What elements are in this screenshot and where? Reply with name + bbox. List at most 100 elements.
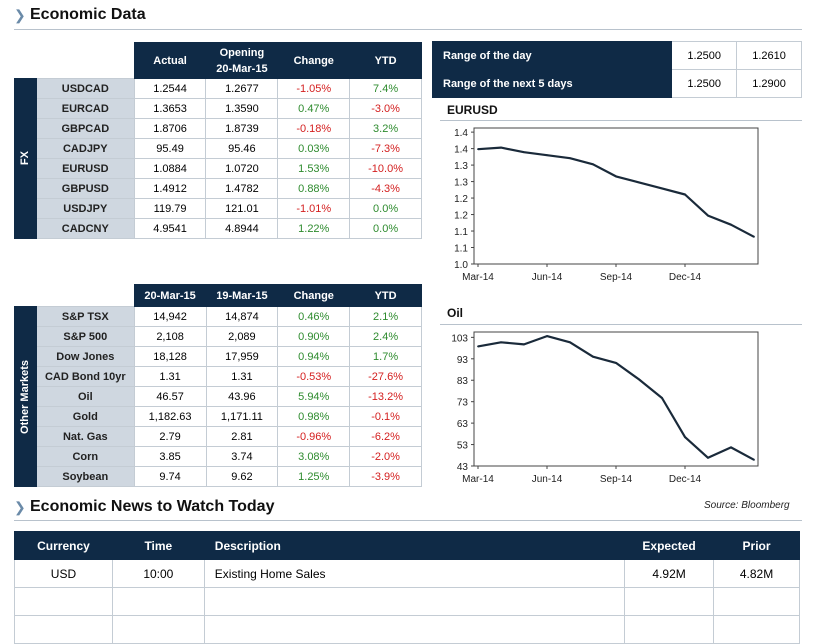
markets-cell-current: 46.57 <box>133 386 207 407</box>
fx-row-label: USDCAD <box>35 78 135 99</box>
news-title: ❯ Economic News to Watch Today <box>14 498 274 516</box>
fx-cell-ytd: -3.0% <box>349 98 422 119</box>
markets-cell-current: 18,128 <box>133 346 207 367</box>
fx-row-label: EURCAD <box>35 98 135 119</box>
economic-data-title-text: Economic Data <box>30 6 146 23</box>
markets-cell-previous: 14,874 <box>205 306 279 327</box>
fx-row-label: USDJPY <box>35 198 135 219</box>
fx-side-label: FX <box>14 78 37 239</box>
markets-cell-current: 1,182.63 <box>133 406 207 427</box>
y-tick-label: 43 <box>457 462 469 473</box>
fx-cell-opening: 4.8944 <box>205 218 279 239</box>
markets-header-ytd: YTD <box>349 284 422 307</box>
markets-row: Oil 46.57 43.96 5.94% -13.2% <box>15 386 422 407</box>
markets-cell-change: 5.94% <box>277 386 351 407</box>
markets-cell-current: 1.31 <box>133 366 207 387</box>
x-tick-label: Dec-14 <box>669 474 702 485</box>
fx-row-label: GBPUSD <box>35 178 135 199</box>
news-header-expected: Expected <box>624 531 715 560</box>
y-tick-label: 83 <box>457 376 469 387</box>
fx-table-body: FX USDCAD 1.2544 1.2677 -1.05% 7.4% EURCAD 1.36… <box>14 78 422 239</box>
markets-side-label: Other Markets <box>14 306 37 487</box>
y-tick-label: 1.4 <box>454 128 468 139</box>
markets-row-label: CAD Bond 10yr <box>35 366 135 387</box>
y-tick-label: 93 <box>457 355 469 366</box>
data-point <box>546 335 548 338</box>
data-point <box>477 148 479 151</box>
range-high: 1.2900 <box>736 69 802 98</box>
markets-row-label: Corn <box>35 446 135 467</box>
x-tick-label: Dec-14 <box>669 272 702 283</box>
markets-row-label: Dow Jones <box>35 346 135 367</box>
data-point <box>730 223 732 226</box>
markets-table-body: Other Markets S&P TSX 14,942 14,874 0.46% 2.1… <box>14 306 422 487</box>
fx-row-label: CADCNY <box>35 218 135 239</box>
markets-cell-ytd: 1.7% <box>349 346 422 367</box>
news-cell-time <box>111 615 205 644</box>
markets-row: Nat. Gas 2.79 2.81 -0.96% -6.2% <box>15 426 422 447</box>
data-point <box>615 175 617 178</box>
markets-row: Dow Jones 18,128 17,959 0.94% 1.7% <box>15 346 422 367</box>
y-tick-label: 1.1 <box>454 227 468 238</box>
data-point <box>730 446 732 449</box>
y-tick-label: 73 <box>457 398 469 409</box>
x-tick-label: Sep-14 <box>600 272 633 283</box>
fx-cell-ytd: -10.0% <box>349 158 422 179</box>
fx-cell-actual: 1.8706 <box>133 118 207 139</box>
data-point <box>684 436 686 439</box>
data-point <box>661 397 663 399</box>
markets-cell-change: 0.94% <box>277 346 351 367</box>
markets-cell-change: 0.90% <box>277 326 351 347</box>
news-header-description: Description <box>203 531 626 560</box>
fx-cell-opening: 1.2677 <box>205 78 279 99</box>
y-tick-label: 1.0 <box>454 260 468 271</box>
markets-row: Soybean 9.74 9.62 1.25% -3.9% <box>15 466 422 487</box>
fx-cell-actual: 4.9541 <box>133 218 207 239</box>
markets-cell-change: 0.46% <box>277 306 351 327</box>
fx-cell-change: 0.88% <box>277 178 351 199</box>
chevron-right-icon: ❯ <box>14 6 26 23</box>
markets-row-label: Oil <box>35 386 135 407</box>
plot-frame <box>473 331 759 467</box>
markets-cell-current: 3.85 <box>133 446 207 467</box>
x-tick-label: Mar-14 <box>462 272 494 283</box>
fx-header-opening: Opening 20-Mar-15 <box>205 42 279 79</box>
fx-side-label-text: FX <box>19 151 32 166</box>
news-cell-expected: 4.92M <box>624 559 715 588</box>
range-row: Range of the next 5 days 1.2500 1.2900 <box>431 69 802 98</box>
fx-row: FX USDCAD 1.2544 1.2677 -1.05% 7.4% <box>14 78 422 239</box>
markets-cell-current: 14,942 <box>133 306 207 327</box>
economic-data-title: ❯ Economic Data <box>14 6 146 24</box>
oil-chart-title: Oil <box>447 306 464 320</box>
markets-row-label: S&P TSX <box>35 306 135 327</box>
markets-cell-previous: 9.62 <box>205 466 279 487</box>
fx-cell-ytd: 0.0% <box>349 218 422 239</box>
data-point <box>615 362 617 364</box>
fx-row-label: CADJPY <box>35 138 135 159</box>
range-row: Range of the day 1.2500 1.2610 <box>431 41 802 70</box>
markets-row: Gold 1,182.63 1,171.11 0.98% -0.1% <box>15 406 422 427</box>
fx-cell-actual: 1.3653 <box>133 98 207 119</box>
markets-header-change: Change <box>277 284 351 307</box>
oil-chart: 43 53 63 73 83 93 103 Mar-14 Jun-14 Sep-14 Dec-14 <box>451 331 759 485</box>
fx-cell-actual: 95.49 <box>133 138 207 159</box>
data-point <box>707 214 709 217</box>
news-cell-currency <box>14 587 113 616</box>
markets-header-previous: 19-Mar-15 <box>205 284 279 307</box>
fx-header-change: Change <box>277 42 351 79</box>
fx-row-label: EURUSD <box>35 158 135 179</box>
y-tick-label: 103 <box>451 333 468 344</box>
markets-cell-previous: 2,089 <box>205 326 279 347</box>
data-point <box>753 235 755 238</box>
markets-cell-previous: 17,959 <box>205 346 279 367</box>
fx-cell-actual: 119.79 <box>133 198 207 219</box>
fx-cell-opening: 1.3590 <box>205 98 279 119</box>
range-table: Range of the day 1.2500 1.2610 Range of … <box>431 41 802 98</box>
data-point <box>477 345 479 348</box>
fx-cell-change: -0.18% <box>277 118 351 139</box>
data-point <box>638 181 640 184</box>
news-table-body: USD 10:00 Existing Home Sales 4.92M 4.82M <box>14 559 800 644</box>
markets-row: Corn 3.85 3.74 3.08% -2.0% <box>15 446 422 467</box>
markets-cell-change: 3.08% <box>277 446 351 467</box>
news-cell-prior <box>713 615 800 644</box>
